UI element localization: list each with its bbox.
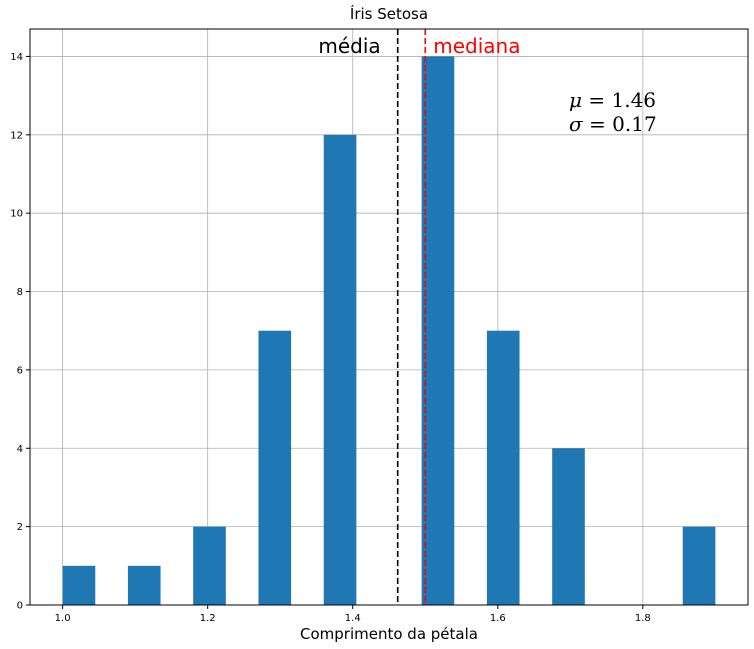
- y-tick-label: 2: [17, 522, 23, 533]
- mean-line-label: média: [318, 34, 380, 58]
- x-axis-ticks: 1.0 1.2 1.4 1.6 1.8: [55, 605, 651, 624]
- y-tick-label: 14: [10, 52, 23, 63]
- histogram-bar: [258, 330, 292, 605]
- y-tick-label: 6: [17, 365, 23, 376]
- x-tick-label: 1.8: [635, 613, 651, 624]
- x-axis-label: Comprimento da pétala: [300, 625, 478, 643]
- histogram-bar: [486, 330, 520, 605]
- y-axis-ticks: 0 2 4 6 8 10 12 14: [10, 52, 30, 612]
- histogram-bar: [552, 448, 585, 605]
- x-tick-label: 1.6: [490, 613, 506, 624]
- x-tick-label: 1.2: [200, 613, 216, 624]
- mean-value: 1.46: [611, 88, 656, 112]
- std-stat-annotation: σ = 0.17: [569, 112, 657, 136]
- histogram-bar: [127, 565, 161, 605]
- histogram-bar: [682, 526, 716, 605]
- chart-title: Íris Setosa: [350, 4, 428, 23]
- histogram-bars: [62, 56, 716, 606]
- mean-stat-annotation: μ = 1.46: [569, 88, 656, 112]
- y-tick-label: 10: [10, 209, 23, 220]
- histogram-bar: [323, 134, 357, 606]
- y-tick-label: 8: [17, 287, 23, 298]
- std-symbol: σ: [569, 112, 584, 136]
- histogram-bar: [193, 526, 226, 605]
- mean-symbol: μ: [569, 88, 582, 112]
- plot-frame: [29, 28, 749, 606]
- std-value: 0.17: [612, 112, 657, 136]
- y-tick-label: 0: [17, 601, 23, 612]
- median-line-label: mediana: [433, 34, 520, 58]
- histogram-bar: [62, 565, 96, 605]
- y-tick-label: 4: [17, 444, 23, 455]
- x-tick-label: 1.4: [345, 613, 361, 624]
- histogram-bar: [421, 56, 455, 605]
- y-tick-label: 12: [10, 130, 23, 141]
- reference-lines: [396, 29, 427, 605]
- x-tick-label: 1.0: [55, 613, 71, 624]
